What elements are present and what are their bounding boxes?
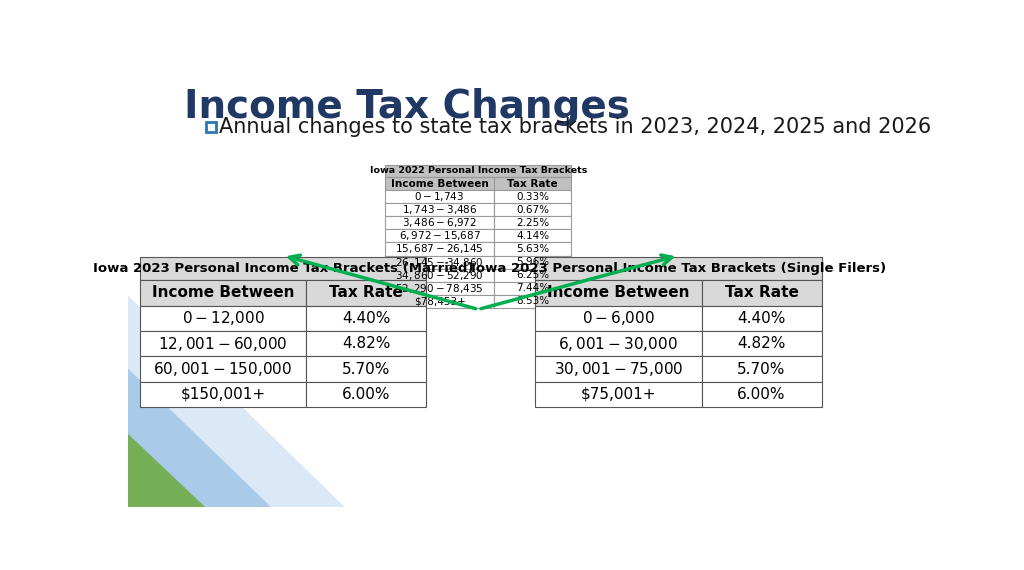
FancyBboxPatch shape xyxy=(139,257,426,280)
Text: 5.70%: 5.70% xyxy=(342,361,390,377)
Text: $150,001+: $150,001+ xyxy=(180,387,265,402)
FancyBboxPatch shape xyxy=(494,190,571,203)
Text: 2.25%: 2.25% xyxy=(516,218,549,228)
FancyBboxPatch shape xyxy=(306,280,426,306)
Text: Iowa 2023 Personal Income Tax Brackets (Married): Iowa 2023 Personal Income Tax Brackets (… xyxy=(93,262,473,275)
Text: $75,001+: $75,001+ xyxy=(581,387,656,402)
Text: $60,001 - $150,000: $60,001 - $150,000 xyxy=(154,360,293,378)
Text: 4.82%: 4.82% xyxy=(737,336,785,351)
FancyBboxPatch shape xyxy=(385,216,494,229)
FancyBboxPatch shape xyxy=(385,255,494,268)
Polygon shape xyxy=(124,365,271,507)
FancyBboxPatch shape xyxy=(139,356,306,382)
FancyBboxPatch shape xyxy=(701,306,821,331)
Text: $0 - $12,000: $0 - $12,000 xyxy=(181,310,264,327)
Text: $0 - $6,000: $0 - $6,000 xyxy=(582,310,654,327)
Text: $78,453+: $78,453+ xyxy=(414,296,466,306)
Text: 5.96%: 5.96% xyxy=(516,257,549,267)
Text: $6,972 - $15,687: $6,972 - $15,687 xyxy=(398,229,480,242)
Text: $1,743 - $3,486: $1,743 - $3,486 xyxy=(401,203,477,216)
FancyBboxPatch shape xyxy=(385,268,494,282)
FancyBboxPatch shape xyxy=(306,306,426,331)
Text: $30,001 - $75,000: $30,001 - $75,000 xyxy=(554,360,683,378)
Text: 4.14%: 4.14% xyxy=(516,231,549,241)
FancyBboxPatch shape xyxy=(385,242,494,255)
FancyBboxPatch shape xyxy=(385,203,494,216)
FancyBboxPatch shape xyxy=(139,306,306,331)
Text: 6.00%: 6.00% xyxy=(737,387,785,402)
FancyBboxPatch shape xyxy=(385,165,571,177)
FancyBboxPatch shape xyxy=(535,280,701,306)
FancyBboxPatch shape xyxy=(306,331,426,356)
FancyBboxPatch shape xyxy=(701,280,821,306)
FancyBboxPatch shape xyxy=(385,295,494,308)
FancyBboxPatch shape xyxy=(701,382,821,407)
FancyBboxPatch shape xyxy=(535,382,701,407)
FancyBboxPatch shape xyxy=(494,203,571,216)
FancyBboxPatch shape xyxy=(701,356,821,382)
FancyBboxPatch shape xyxy=(385,190,494,203)
Text: Income Tax Changes: Income Tax Changes xyxy=(183,88,630,125)
FancyBboxPatch shape xyxy=(494,282,571,295)
Text: $12,001 - $60,000: $12,001 - $60,000 xyxy=(159,335,288,353)
Text: $52,290 - $78,435: $52,290 - $78,435 xyxy=(395,282,483,295)
Text: Tax Rate: Tax Rate xyxy=(330,286,403,300)
Text: $26,145 - $34,860: $26,145 - $34,860 xyxy=(395,255,484,268)
Text: Annual changes to state tax brackets in 2023, 2024, 2025 and 2026: Annual changes to state tax brackets in … xyxy=(219,116,932,137)
FancyBboxPatch shape xyxy=(535,356,701,382)
FancyBboxPatch shape xyxy=(139,331,306,356)
Text: 5.63%: 5.63% xyxy=(516,244,549,254)
Text: 6.25%: 6.25% xyxy=(516,270,549,280)
FancyBboxPatch shape xyxy=(385,177,494,190)
FancyBboxPatch shape xyxy=(139,382,306,407)
FancyBboxPatch shape xyxy=(535,306,701,331)
Text: 5.70%: 5.70% xyxy=(737,361,785,377)
Text: 4.40%: 4.40% xyxy=(342,311,390,326)
Text: 0.33%: 0.33% xyxy=(516,192,549,202)
FancyBboxPatch shape xyxy=(385,282,494,295)
Text: $6,001 - $30,000: $6,001 - $30,000 xyxy=(558,335,678,353)
Polygon shape xyxy=(124,292,345,507)
FancyBboxPatch shape xyxy=(494,295,571,308)
FancyBboxPatch shape xyxy=(494,229,571,242)
FancyBboxPatch shape xyxy=(306,356,426,382)
FancyBboxPatch shape xyxy=(494,242,571,255)
Text: Income Between: Income Between xyxy=(547,286,689,300)
Text: 8.53%: 8.53% xyxy=(516,296,549,306)
FancyBboxPatch shape xyxy=(385,229,494,242)
FancyBboxPatch shape xyxy=(535,257,821,280)
Text: $0 - $1,743: $0 - $1,743 xyxy=(415,190,465,203)
Text: $15,687 - $26,145: $15,687 - $26,145 xyxy=(395,242,483,255)
Text: Iowa 2022 Personal Income Tax Brackets: Iowa 2022 Personal Income Tax Brackets xyxy=(370,166,587,176)
Polygon shape xyxy=(124,430,206,507)
FancyBboxPatch shape xyxy=(306,382,426,407)
Text: Tax Rate: Tax Rate xyxy=(507,178,558,189)
Text: $3,486 - $6,972: $3,486 - $6,972 xyxy=(402,216,477,229)
Text: 4.40%: 4.40% xyxy=(737,311,785,326)
FancyBboxPatch shape xyxy=(701,331,821,356)
FancyBboxPatch shape xyxy=(494,177,571,190)
FancyBboxPatch shape xyxy=(494,255,571,268)
Text: 7.44%: 7.44% xyxy=(516,283,549,293)
FancyBboxPatch shape xyxy=(494,216,571,229)
Text: Income Between: Income Between xyxy=(391,178,488,189)
FancyBboxPatch shape xyxy=(494,268,571,282)
Text: 6.00%: 6.00% xyxy=(342,387,390,402)
Text: Income Between: Income Between xyxy=(152,286,294,300)
Text: Iowa 2023 Personal Income Tax Brackets (Single Filers): Iowa 2023 Personal Income Tax Brackets (… xyxy=(471,262,886,275)
FancyBboxPatch shape xyxy=(535,331,701,356)
Text: 4.82%: 4.82% xyxy=(342,336,390,351)
Text: $34,860 - $52,290: $34,860 - $52,290 xyxy=(395,268,483,282)
FancyBboxPatch shape xyxy=(139,280,306,306)
FancyBboxPatch shape xyxy=(206,121,216,132)
Text: 0.67%: 0.67% xyxy=(516,205,549,215)
Text: Tax Rate: Tax Rate xyxy=(725,286,799,300)
